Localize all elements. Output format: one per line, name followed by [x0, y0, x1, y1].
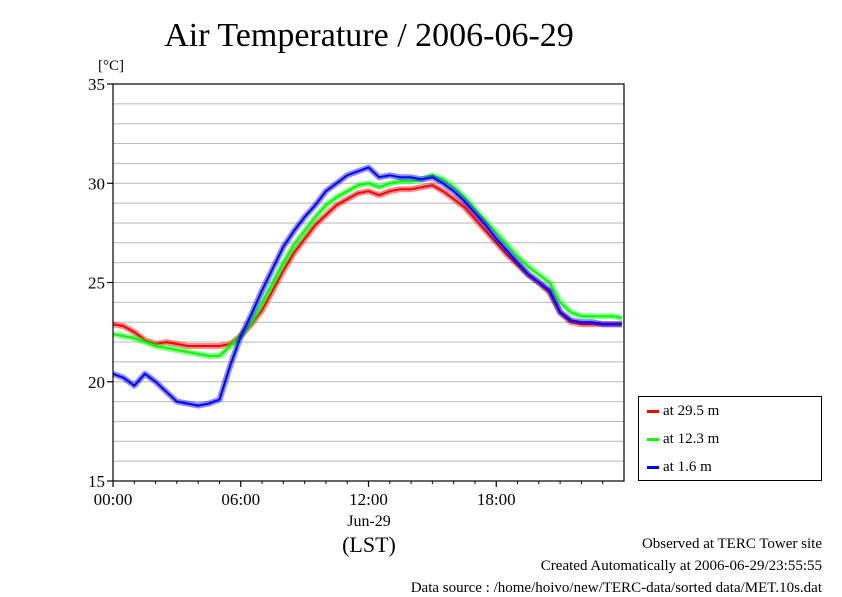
- y-tick-label-30: 30: [88, 174, 105, 193]
- y-tick-label-15: 15: [88, 472, 105, 491]
- footer-data-source: Data source : /home/hoivo/new/TERC-data/…: [410, 580, 822, 596]
- legend-label-1-6m: at 1.6 m: [663, 458, 712, 475]
- legend-item-1-6m: at 1.6 m: [647, 457, 712, 477]
- series-line-1: [112, 174, 623, 357]
- legend-label-29-5m: at 29.5 m: [663, 402, 720, 419]
- footer-created-timestamp: Created Automatically at 2006-06-29/23:5…: [540, 558, 822, 574]
- x-axis-date-label: Jun-29: [347, 513, 391, 530]
- legend-item-12-3m: at 12.3 m: [647, 429, 719, 449]
- legend-swatch-1-6m: [647, 465, 659, 469]
- y-axis-unit: [°C]: [98, 58, 124, 74]
- legend-label-12-3m: at 12.3 m: [663, 430, 720, 447]
- legend-swatch-12-3m: [647, 437, 659, 441]
- x-axis-label: (LST): [342, 532, 396, 557]
- series-lines: [111, 164, 623, 409]
- y-tick-label-25: 25: [88, 274, 105, 293]
- x-tick-label-6: 06:00: [221, 490, 260, 509]
- axis-ticks: 15 20 25 30 35 00:00 06:00 12:00 18:00: [88, 75, 604, 509]
- y-tick-label-35: 35: [88, 75, 105, 94]
- x-tick-label-12: 12:00: [349, 490, 388, 509]
- legend-item-29-5m: at 29.5 m: [647, 401, 719, 421]
- series-line-2: [112, 166, 622, 407]
- x-tick-label-0: 00:00: [94, 490, 133, 509]
- legend-swatch-29-5m: [647, 409, 659, 413]
- legend: at 29.5 m at 12.3 m at 1.6 m: [638, 396, 822, 481]
- chart-title: Air Temperature / 2006-06-29: [164, 17, 574, 54]
- series-halo-1: [112, 172, 623, 359]
- grid-lines: [113, 103, 624, 462]
- footer-observed-site: Observed at TERC Tower site: [641, 536, 822, 552]
- y-tick-label-20: 20: [88, 373, 105, 392]
- x-tick-label-18: 18:00: [477, 490, 516, 509]
